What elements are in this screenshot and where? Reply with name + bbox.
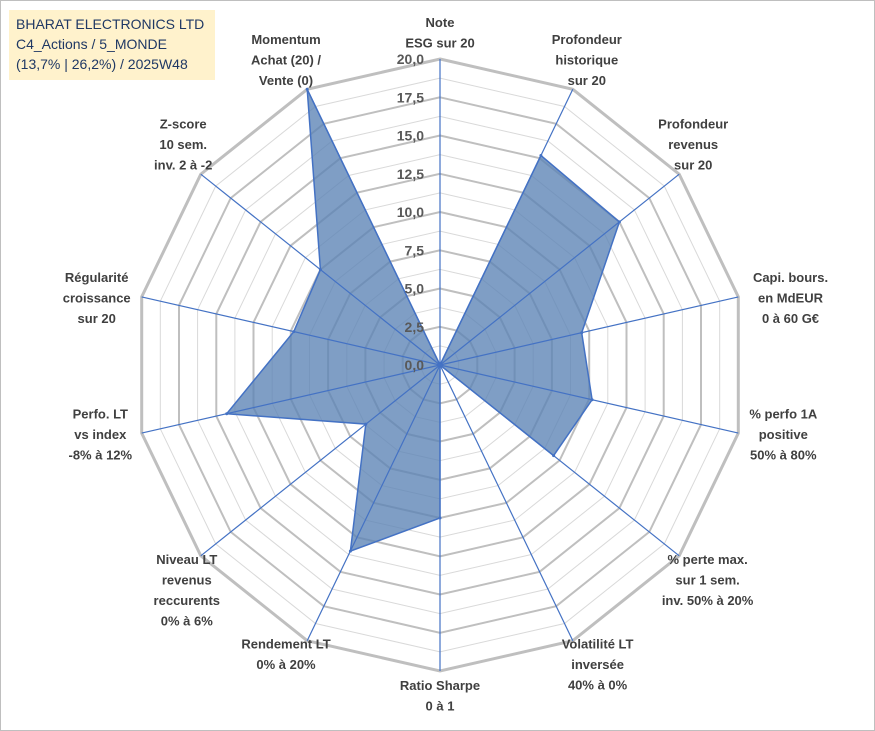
series-point [580, 331, 584, 335]
category-label-line: 0% à 20% [256, 657, 316, 672]
category-label: % perte max. sur 1 sem. inv. 50% à 20% [662, 552, 754, 608]
category-label-line: Régularité [65, 270, 129, 285]
radial-tick-label: 5,0 [405, 281, 425, 297]
axis-spoke [200, 364, 441, 557]
category-label-line: sur 1 sem. [675, 572, 739, 587]
category-label-line: reccurents [154, 593, 220, 608]
category-label-line: Achat (20) / [251, 52, 321, 67]
category-label: Rendement LT 0% à 20% [241, 637, 330, 673]
series-point [617, 220, 621, 224]
category-label-line: historique [555, 52, 618, 67]
chart-title-line-3: (13,7% | 26,2%) / 2025W48 [16, 56, 188, 72]
category-label: Régularité croissance sur 20 [63, 270, 131, 326]
category-label-line: sur 20 [674, 158, 712, 173]
category-label-line: 40% à 0% [568, 678, 628, 693]
category-label-line: sur 20 [568, 73, 606, 88]
category-label-line: inv. 2 à -2 [154, 158, 212, 173]
category-label-line: % perte max. [667, 552, 747, 567]
axis-spoke [439, 173, 680, 366]
category-label: Note ESG sur 20 [405, 15, 474, 51]
category-label: % perfo 1A positive 50% à 80% [749, 406, 818, 462]
category-label-line: ESG sur 20 [405, 36, 474, 51]
category-label-line: Volatilité LT [562, 637, 634, 652]
radial-tick-label: 7,5 [405, 242, 425, 258]
category-label-line: Note [426, 15, 455, 30]
series-point [225, 412, 229, 416]
series-point [438, 363, 442, 367]
axis-spoke [141, 296, 441, 366]
category-label-line: positive [759, 427, 808, 442]
category-label: Ratio Sharpe 0 à 1 [400, 678, 480, 714]
category-label-line: Z-score [160, 117, 207, 132]
category-label-line: inversée [571, 657, 624, 672]
series-point [590, 398, 594, 402]
axis-spoke [306, 89, 441, 366]
category-label: Niveau LT revenus reccurents 0% à 6% [154, 552, 220, 629]
category-label-line: Perfo. LT [73, 406, 128, 421]
category-label-line: Ratio Sharpe [400, 678, 480, 693]
series-point [552, 454, 556, 458]
series-point [364, 422, 368, 426]
category-label-line: Rendement LT [241, 637, 330, 652]
category-label-line: 50% à 80% [750, 447, 817, 462]
category-label-line: Profondeur [552, 32, 622, 47]
category-label-line: Momentum [251, 32, 320, 47]
chart-title-box: BHARAT ELECTRONICS LTD C4_Actions / 5_MO… [9, 10, 215, 80]
axis-spoke [439, 364, 739, 434]
category-label-line: -8% à 12% [69, 447, 133, 462]
axis-spoke [439, 364, 680, 557]
category-label: Volatilité LT inversée 40% à 0% [562, 637, 634, 693]
category-label-line: 0 à 1 [426, 699, 455, 714]
radial-tick-label: 0,0 [405, 357, 425, 373]
category-label-line: revenus [162, 572, 212, 587]
category-label-line: en MdEUR [758, 291, 824, 306]
category-label: Capi. bours. en MdEUR 0 à 60 G€ [753, 270, 828, 326]
category-label-line: 0 à 60 G€ [762, 311, 819, 326]
radial-tick-label: 20,0 [397, 51, 424, 67]
category-label-line: Vente (0) [259, 73, 313, 88]
category-label-line: inv. 50% à 20% [662, 593, 754, 608]
category-label-line: % perfo 1A [749, 406, 818, 421]
radial-tick-label: 2,5 [405, 319, 425, 335]
chart-title-line-1: BHARAT ELECTRONICS LTD [16, 16, 205, 32]
category-label-line: Niveau LT [156, 552, 217, 567]
category-label-line: sur 20 [78, 311, 116, 326]
radial-tick-label: 12,5 [397, 166, 424, 182]
series-point [539, 154, 543, 157]
series-point [438, 516, 442, 520]
radial-tick-label: 10,0 [397, 204, 424, 220]
axis-spoke [306, 364, 441, 641]
chart-title-line-2: C4_Actions / 5_MONDE [16, 36, 167, 52]
axis-spoke [439, 296, 739, 366]
category-label-line: Capi. bours. [753, 270, 828, 285]
radial-tick-label: 17,5 [397, 89, 424, 105]
axis-spoke [141, 364, 441, 434]
category-label-line: croissance [63, 291, 131, 306]
axis-spoke [439, 89, 574, 366]
series-point [292, 330, 296, 334]
category-label: Perfo. LT vs index -8% à 12% [69, 406, 133, 462]
category-label-line: 0% à 6% [161, 613, 213, 628]
category-label: Z-score 10 sem. inv. 2 à -2 [154, 117, 212, 173]
axis-spoke [439, 364, 574, 641]
series-point [318, 268, 322, 272]
category-label: Profondeur revenus sur 20 [658, 117, 728, 173]
category-label-line: revenus [668, 137, 718, 152]
series-point [305, 87, 309, 91]
category-label-line: 10 sem. [159, 137, 207, 152]
category-label-line: Profondeur [658, 117, 728, 132]
series-point [348, 549, 352, 553]
category-label: Profondeur historique sur 20 [552, 32, 622, 88]
category-label-line: vs index [74, 427, 127, 442]
category-label: Momentum Achat (20) / Vente (0) [251, 32, 321, 88]
radial-tick-label: 15,0 [397, 128, 424, 144]
